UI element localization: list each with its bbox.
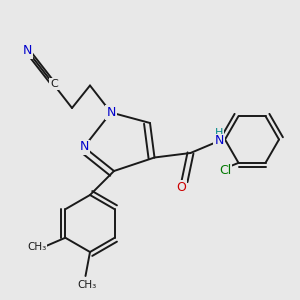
Text: H: H [215, 128, 223, 139]
Text: N: N [106, 106, 116, 119]
Text: C: C [50, 79, 58, 89]
Text: N: N [79, 140, 89, 154]
Text: O: O [177, 181, 186, 194]
Text: N: N [22, 44, 32, 58]
Text: Cl: Cl [219, 164, 231, 177]
Text: N: N [214, 134, 224, 148]
Text: CH₃: CH₃ [77, 280, 97, 290]
Text: CH₃: CH₃ [27, 242, 46, 252]
